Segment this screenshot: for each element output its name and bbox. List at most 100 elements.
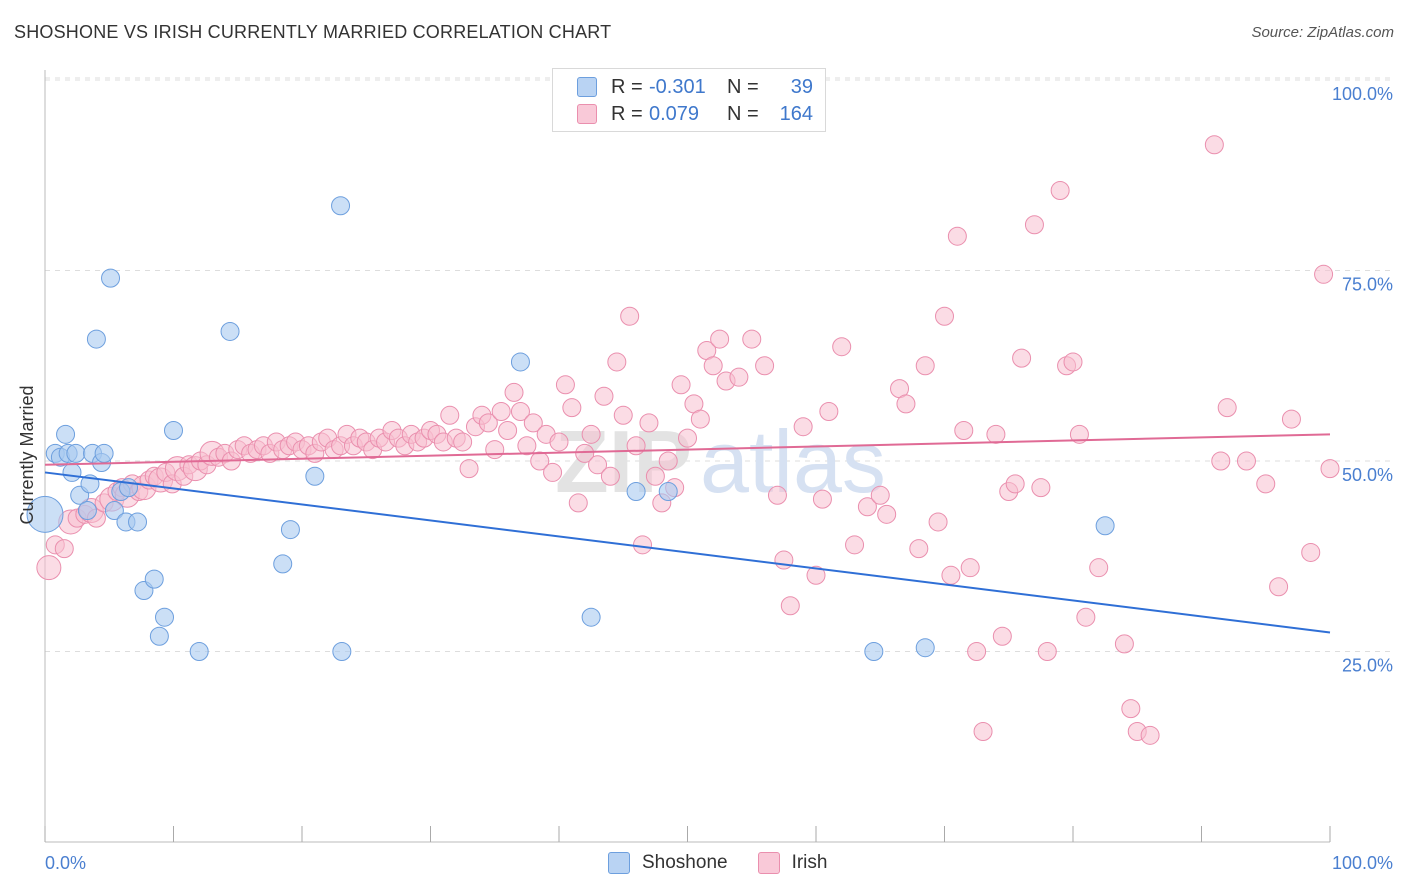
shoshone-point xyxy=(332,642,352,661)
irish-point xyxy=(909,539,929,559)
legend-item-irish[interactable]: Irish xyxy=(757,852,827,874)
irish-point xyxy=(594,386,614,406)
irish-swatch xyxy=(757,852,780,874)
legend-row-shoshone: R = -0.301 N = 39 xyxy=(577,74,813,100)
irish-point xyxy=(1012,348,1032,368)
legend-r-label: R = xyxy=(611,102,643,125)
legend-row-irish: R = 0.079 N = 164 xyxy=(577,101,813,127)
irish-point xyxy=(703,356,723,376)
shoshone-trend-line xyxy=(44,471,1331,634)
irish-point xyxy=(1320,459,1340,479)
shoshone-point xyxy=(86,329,106,349)
irish-point xyxy=(710,329,730,349)
shoshone-point xyxy=(66,443,86,463)
irish-point xyxy=(806,565,826,585)
trend-lines xyxy=(44,433,1331,634)
irish-point xyxy=(1076,607,1096,627)
shoshone-point xyxy=(915,638,935,658)
irish-point xyxy=(504,382,524,402)
irish-point xyxy=(870,485,890,505)
shoshone-point xyxy=(101,268,121,288)
irish-series xyxy=(36,135,1340,745)
irish-point xyxy=(626,436,646,456)
irish-point xyxy=(588,455,608,475)
irish-point xyxy=(498,421,518,441)
irish-trend-line xyxy=(44,433,1331,466)
irish-point xyxy=(613,405,633,425)
irish-point xyxy=(967,642,987,661)
irish-point xyxy=(1204,135,1224,155)
legend-item-shoshone[interactable]: Shoshone xyxy=(608,852,728,874)
tick-labels: 25.0% 50.0% 75.0% 100.0% 0.0% 100.0% xyxy=(45,84,1393,873)
irish-point xyxy=(767,485,787,505)
irish-point xyxy=(478,413,498,433)
irish-point xyxy=(1140,725,1160,745)
shoshone-point xyxy=(56,424,76,444)
y-axis-label: Currently Married xyxy=(17,385,37,524)
irish-point xyxy=(954,421,974,441)
irish-point xyxy=(600,466,620,486)
irish-point xyxy=(935,306,954,326)
irish-point xyxy=(1301,542,1321,562)
shoshone-point xyxy=(77,501,97,521)
irish-point xyxy=(1121,699,1141,719)
shoshone-point xyxy=(62,462,82,482)
irish-point xyxy=(729,367,749,387)
irish-point xyxy=(1236,451,1256,471)
irish-point xyxy=(690,409,710,429)
axes xyxy=(44,70,1331,843)
irish-point xyxy=(1114,634,1134,654)
series-legend: Shoshone Irish xyxy=(608,852,857,874)
irish-point xyxy=(562,398,582,418)
irish-point xyxy=(986,424,1006,444)
irish-point xyxy=(678,428,697,448)
irish-point xyxy=(973,722,993,742)
shoshone-point xyxy=(510,352,530,372)
shoshone-point xyxy=(94,443,114,463)
irish-point xyxy=(530,451,550,471)
shoshone-point xyxy=(658,481,678,501)
irish-point xyxy=(1089,558,1109,578)
irish-point xyxy=(1024,215,1044,235)
irish-point xyxy=(941,565,961,585)
shoshone-point xyxy=(144,569,164,589)
shoshone-swatch xyxy=(577,77,597,97)
shoshone-point xyxy=(155,607,175,627)
shoshone-point xyxy=(220,321,240,341)
irish-point xyxy=(671,375,691,395)
watermark: ZIP atlas xyxy=(555,412,886,511)
irish-point xyxy=(1314,264,1334,284)
irish-point xyxy=(1269,577,1289,597)
chart-title: SHOSHONE VS IRISH CURRENTLY MARRIED CORR… xyxy=(14,22,612,42)
irish-point xyxy=(555,375,575,395)
irish-point xyxy=(812,489,832,509)
y-tick-label: 50.0% xyxy=(1342,465,1393,485)
irish-point xyxy=(575,443,595,463)
irish-point xyxy=(1005,474,1025,494)
irish-point xyxy=(992,626,1012,646)
irish-point xyxy=(1256,474,1276,494)
shoshone-point xyxy=(305,466,325,486)
irish-point xyxy=(523,413,543,433)
legend-n-value: 39 xyxy=(790,75,813,98)
irish-point xyxy=(928,512,948,532)
irish-point xyxy=(877,504,897,524)
irish-point xyxy=(459,459,479,479)
legend-r-value: 0.079 xyxy=(649,102,700,125)
x-tick-label: 100.0% xyxy=(1332,853,1393,873)
irish-point xyxy=(960,558,980,578)
irish-point xyxy=(755,356,775,376)
watermark-atlas: atlas xyxy=(700,412,886,511)
irish-point xyxy=(1050,180,1070,200)
shoshone-point xyxy=(626,481,646,501)
irish-point xyxy=(639,413,659,433)
irish-point xyxy=(440,405,460,425)
shoshone-point xyxy=(26,495,64,533)
shoshone-point xyxy=(273,554,293,574)
legend-r-label: R = xyxy=(611,75,643,98)
irish-point xyxy=(1037,642,1057,661)
irish-point xyxy=(832,337,852,357)
irish-point xyxy=(491,401,511,421)
irish-point xyxy=(780,596,800,616)
